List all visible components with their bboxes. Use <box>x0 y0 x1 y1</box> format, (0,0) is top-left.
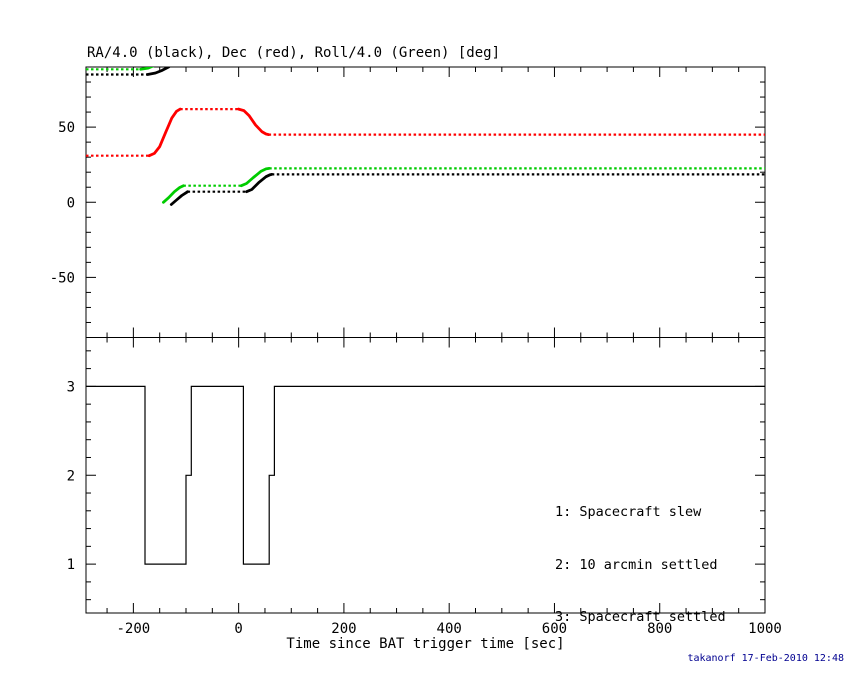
x-tick-label: 400 <box>437 621 462 637</box>
curve-ra-4-0-black- <box>86 67 765 206</box>
curve-segment <box>86 385 765 565</box>
curve-segment <box>147 107 182 158</box>
y-tick-label: 0 <box>67 195 75 211</box>
panel-settling-status: -200 0 200 400 600 800 1000 1 2 3 <box>67 337 782 637</box>
attitude-border <box>85 66 766 338</box>
curve-segment <box>245 172 274 194</box>
credit-timestamp: takanorf 17-Feb-2010 12:48 <box>687 653 844 664</box>
y-tick-label: 1 <box>67 557 75 573</box>
legend-line-settled: 3: Spacecraft settled <box>555 609 726 625</box>
x-tick-label: -200 <box>117 621 151 637</box>
curve-segment <box>169 190 190 206</box>
curve-segment <box>239 166 271 188</box>
legend-line-slew: 1: Spacecraft slew <box>555 504 702 520</box>
curve-roll-4-0-green- <box>86 67 765 204</box>
y-tick-label: -50 <box>50 270 75 286</box>
status-legend: 1: Spacecraft slew 2: 10 arcmin settled … <box>555 469 726 644</box>
curve-segment <box>139 67 155 71</box>
curve-dec-red- <box>86 107 765 158</box>
x-tick-label: 200 <box>331 621 356 637</box>
legend-line-10arcmin: 2: 10 arcmin settled <box>555 556 718 573</box>
curve-segment <box>161 184 185 204</box>
y-tick-label: 3 <box>67 379 75 395</box>
y-tick-label: 2 <box>67 468 75 484</box>
curve-settling-status-step <box>86 385 765 565</box>
curve-segment <box>146 67 171 76</box>
x-tick-label: 0 <box>234 621 242 637</box>
curve-segment <box>237 107 271 137</box>
x-axis-title: Time since BAT trigger time [sec] <box>286 636 565 652</box>
panel-attitude: -50 0 50 <box>50 66 766 338</box>
x-tick-label: 1000 <box>748 621 782 637</box>
plot-title: RA/4.0 (black), Dec (red), Roll/4.0 (Gre… <box>87 45 501 61</box>
x-tick-label: 800 <box>647 621 672 637</box>
y-tick-label: 50 <box>58 120 75 136</box>
x-tick-label: 600 <box>542 621 567 637</box>
